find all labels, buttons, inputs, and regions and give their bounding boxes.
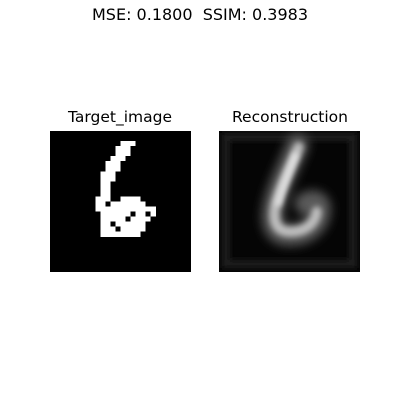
reconstruction-image [219,131,360,272]
reconstruction-frame-artifact [222,133,357,268]
target-image [50,131,191,272]
reconstruction-digit-highlight [275,152,299,207]
reconstruction-image-title: Reconstruction [231,108,348,126]
figure-title: MSE: 0.1800 SSIM: 0.3983 [92,5,308,24]
target-digit-six [95,141,156,237]
target-image-title: Target_image [68,108,172,126]
